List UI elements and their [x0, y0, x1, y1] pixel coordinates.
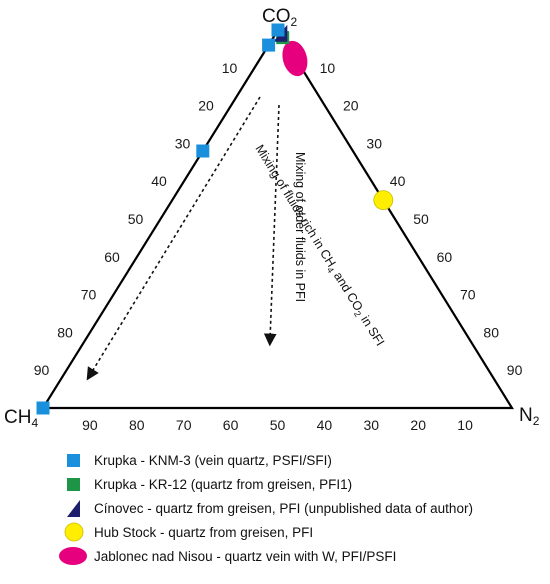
tick-label-left: 60 — [104, 249, 120, 265]
legend-label-hub-stock: Hub Stock - quartz from greisen, PFI — [94, 524, 314, 540]
tick-label-left: 40 — [151, 173, 167, 189]
apex-label-co2: CO2 — [262, 6, 298, 29]
legend-item-krupka-kr12: Krupka - KR-12 (quartz from greisen, PFI… — [58, 472, 548, 496]
tick-label-bottom: 50 — [270, 417, 286, 433]
tick-label-right: 50 — [413, 211, 429, 227]
tick-labels: 10 10 20 20 30 30 40 40 50 50 60 60 70 70 80 80 90 90 90 80… — [34, 60, 523, 433]
green-square-icon — [58, 473, 88, 495]
magenta-blob-icon — [58, 545, 88, 567]
pfi-mixing-annotation: Mixing of older fluids in PFI — [293, 152, 307, 302]
data-point-blob — [282, 40, 308, 77]
tick-label-bottom: 20 — [410, 417, 426, 433]
tick-label-left: 50 — [128, 211, 144, 227]
legend-label-jablonec: Jablonec nad Nisou - quartz vein with W,… — [94, 548, 397, 564]
tick-label-right: 40 — [390, 173, 406, 189]
tick-label-right: 90 — [507, 362, 523, 378]
tick-label-bottom: 70 — [176, 417, 192, 433]
data-point-square — [262, 38, 276, 52]
legend-item-cinovec: Cínovec - quartz from greisen, PFI (unpu… — [58, 496, 548, 520]
tick-label-bottom: 10 — [457, 417, 473, 433]
tick-label-right: 30 — [366, 135, 382, 151]
tick-label-left: 20 — [198, 98, 214, 114]
tick-label-right: 10 — [320, 60, 336, 76]
legend-label-krupka-kr12: Krupka - KR-12 (quartz from greisen, PFI… — [94, 476, 353, 492]
data-point-circle — [373, 190, 394, 211]
ternary-triangle — [41, 27, 514, 410]
tick-label-left: 80 — [57, 324, 73, 340]
data-points — [36, 23, 394, 415]
tick-label-right: 70 — [460, 287, 476, 303]
tick-label-right: 20 — [343, 98, 359, 114]
yellow-circle-icon — [58, 521, 88, 543]
tick-label-right: 80 — [483, 324, 499, 340]
sfi-mixing-arrow — [86, 96, 261, 381]
data-point-square — [271, 23, 285, 37]
blue-square-icon — [58, 449, 88, 471]
tick-label-bottom: 30 — [364, 417, 380, 433]
tick-label-left: 10 — [222, 60, 238, 76]
apex-label-n2: N2 — [519, 405, 540, 428]
tick-label-left: 70 — [81, 287, 97, 303]
legend-item-krupka-knm3: Krupka - KNM-3 (vein quartz, PSFI/SFI) — [58, 448, 548, 472]
tick-label-bottom: 90 — [82, 417, 98, 433]
legend-label-cinovec: Cínovec - quartz from greisen, PFI (unpu… — [94, 500, 473, 516]
legend: Krupka - KNM-3 (vein quartz, PSFI/SFI) K… — [58, 448, 548, 568]
tick-label-left: 90 — [34, 362, 50, 378]
navy-triangle-icon — [58, 497, 88, 519]
data-point-square — [36, 401, 50, 415]
legend-item-jablonec: Jablonec nad Nisou - quartz vein with W,… — [58, 544, 548, 568]
legend-label-krupka-knm3: Krupka - KNM-3 (vein quartz, PSFI/SFI) — [94, 452, 332, 468]
legend-item-hub-stock: Hub Stock - quartz from greisen, PFI — [58, 520, 548, 544]
tick-label-left: 30 — [175, 135, 191, 151]
data-point-square — [196, 144, 210, 158]
tick-label-bottom: 80 — [129, 417, 145, 433]
tick-label-right: 60 — [437, 249, 453, 265]
tick-label-bottom: 40 — [317, 417, 333, 433]
tick-label-bottom: 60 — [223, 417, 239, 433]
apex-label-ch4: CH4 — [4, 407, 38, 430]
pfi-mixing-arrow — [263, 104, 280, 347]
